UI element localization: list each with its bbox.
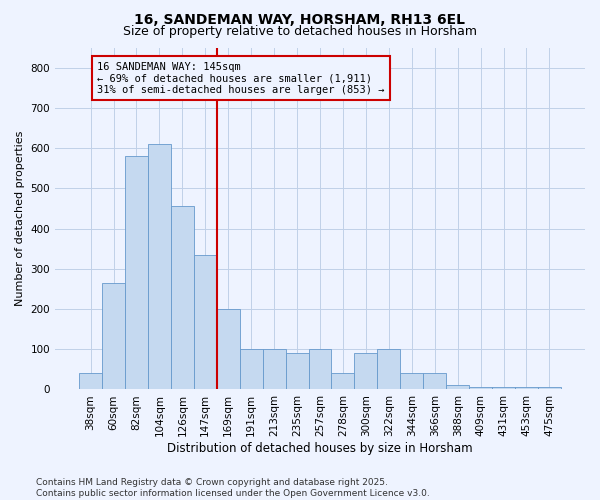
Bar [102, 283, 125, 390]
Text: Contains HM Land Registry data © Crown copyright and database right 2025.
Contai: Contains HM Land Registry data © Crown c… [36, 478, 430, 498]
Bar [377, 349, 400, 390]
Y-axis label: Number of detached properties: Number of detached properties [15, 131, 25, 306]
Bar [423, 374, 446, 390]
Bar [446, 386, 469, 390]
Bar [240, 349, 263, 390]
Bar [492, 388, 515, 390]
Bar [263, 349, 286, 390]
Text: 16 SANDEMAN WAY: 145sqm
← 69% of detached houses are smaller (1,911)
31% of semi: 16 SANDEMAN WAY: 145sqm ← 69% of detache… [97, 62, 385, 95]
Text: 16, SANDEMAN WAY, HORSHAM, RH13 6EL: 16, SANDEMAN WAY, HORSHAM, RH13 6EL [134, 12, 466, 26]
Bar [308, 349, 331, 390]
Bar [355, 354, 377, 390]
Bar [79, 374, 102, 390]
Bar [515, 388, 538, 390]
Text: Size of property relative to detached houses in Horsham: Size of property relative to detached ho… [123, 25, 477, 38]
Bar [217, 309, 240, 390]
Bar [125, 156, 148, 390]
Bar [148, 144, 171, 390]
Bar [171, 206, 194, 390]
Bar [331, 374, 355, 390]
Bar [194, 254, 217, 390]
Bar [538, 388, 561, 390]
Bar [469, 388, 492, 390]
X-axis label: Distribution of detached houses by size in Horsham: Distribution of detached houses by size … [167, 442, 473, 455]
Bar [286, 354, 308, 390]
Bar [400, 374, 423, 390]
